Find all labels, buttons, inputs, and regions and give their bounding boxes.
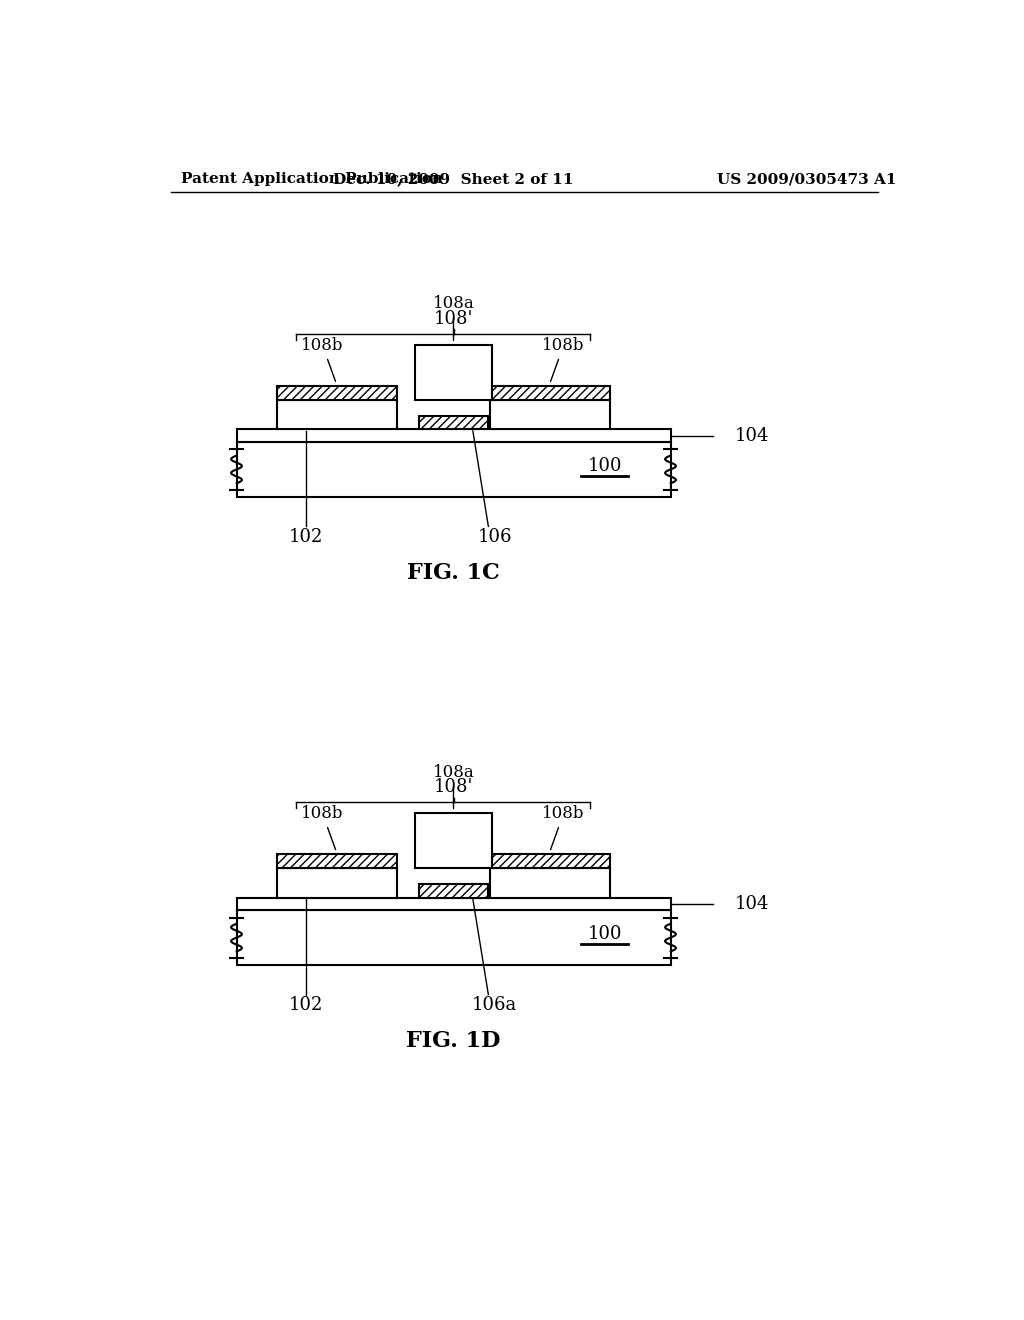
Text: Dec. 10, 2009  Sheet 2 of 11: Dec. 10, 2009 Sheet 2 of 11 bbox=[333, 172, 573, 186]
Text: 104: 104 bbox=[735, 895, 769, 912]
Text: 100: 100 bbox=[588, 457, 622, 475]
Text: 104: 104 bbox=[735, 426, 769, 445]
Text: 108': 108' bbox=[434, 310, 473, 327]
Text: 108': 108' bbox=[434, 777, 473, 796]
Bar bbox=[276, 400, 397, 429]
Bar bbox=[489, 387, 610, 400]
Text: US 2009/0305473 A1: US 2009/0305473 A1 bbox=[717, 172, 896, 186]
Bar bbox=[237, 898, 671, 909]
Bar bbox=[237, 909, 671, 965]
Text: 100: 100 bbox=[588, 925, 622, 942]
Text: 102: 102 bbox=[289, 997, 324, 1014]
Text: 108b: 108b bbox=[301, 805, 344, 850]
Bar bbox=[489, 854, 610, 869]
Bar bbox=[276, 869, 397, 898]
Bar bbox=[276, 387, 397, 400]
Text: FIG. 1D: FIG. 1D bbox=[407, 1030, 501, 1052]
Text: 106: 106 bbox=[477, 528, 512, 546]
Bar bbox=[237, 442, 671, 498]
Bar bbox=[489, 400, 610, 429]
Text: Patent Application Publication: Patent Application Publication bbox=[180, 172, 442, 186]
Bar bbox=[415, 813, 493, 869]
Bar bbox=[415, 345, 493, 400]
Text: 108b: 108b bbox=[543, 337, 585, 381]
Text: FIG. 1C: FIG. 1C bbox=[408, 562, 500, 583]
Bar bbox=[237, 429, 671, 442]
Bar bbox=[489, 869, 610, 898]
Bar bbox=[419, 416, 488, 429]
Text: 108a: 108a bbox=[432, 763, 474, 809]
Text: 108b: 108b bbox=[301, 337, 344, 381]
Bar bbox=[419, 884, 488, 898]
Text: 108b: 108b bbox=[543, 805, 585, 850]
Bar bbox=[276, 854, 397, 869]
Text: 106a: 106a bbox=[472, 997, 517, 1014]
Text: 108a: 108a bbox=[432, 296, 474, 341]
Text: 102: 102 bbox=[289, 528, 324, 546]
